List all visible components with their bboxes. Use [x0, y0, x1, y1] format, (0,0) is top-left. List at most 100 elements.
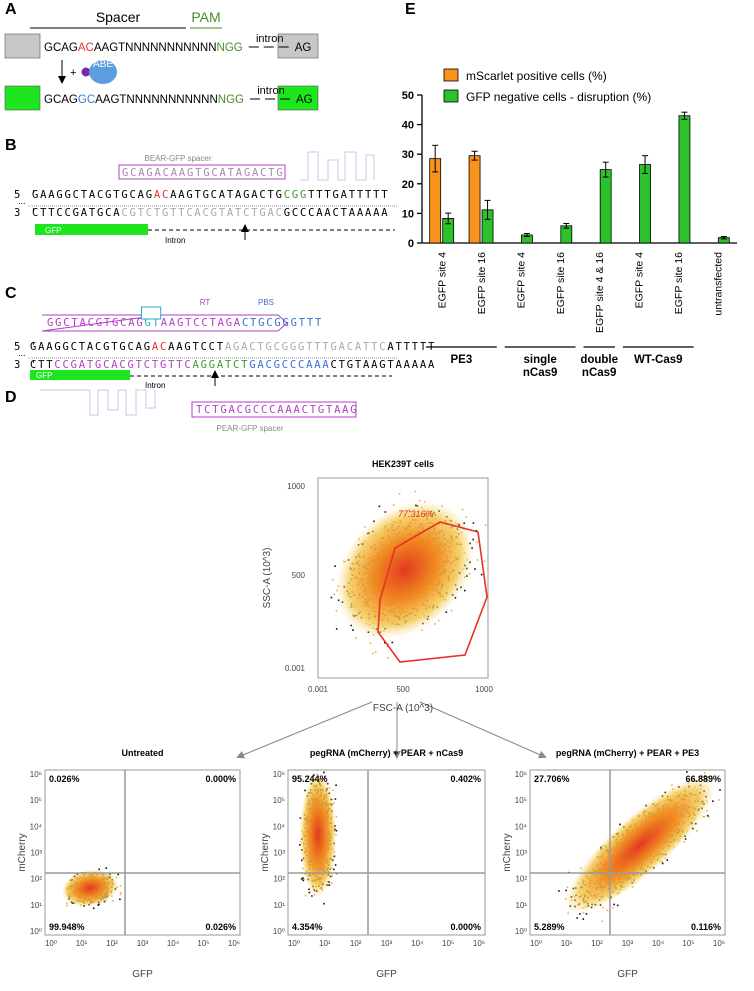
label: 5.289% [534, 922, 565, 932]
sequence-segment: GCCCAACTAAAAA [284, 207, 390, 219]
arrow [236, 701, 373, 759]
sequence-segment: CGTCTGTTCACGTATCTGAC [121, 207, 283, 219]
label: 10⁰ [530, 939, 542, 948]
x-tick-label: EGFP site 16 [673, 252, 685, 314]
sequence-segment: GCAG [44, 42, 78, 54]
label: 10⁴ [652, 939, 665, 948]
y-tick-label: 10 [402, 208, 414, 220]
label: 1000 [475, 685, 493, 694]
legend-label: GFP negative cells - disruption (%) [466, 90, 651, 104]
sequence: TCTGACGCCCAAACTGTAAG [196, 404, 358, 416]
sequence-segment: NGG [217, 42, 243, 54]
label: 10⁴ [273, 822, 286, 831]
label: 1000 [287, 482, 305, 491]
sequence-segment: AAGTNNNNNNNNNNN [95, 94, 218, 106]
x-tick-label: EGFP site 16 [476, 252, 488, 314]
label: 500 [292, 571, 306, 580]
sequence: CTTCCGATGCACGTCTGTTCACGTATCTGACGCCCAACTA… [32, 207, 389, 219]
label: 10⁰ [515, 927, 527, 936]
sequence-segment: GAAGGCTACGTGCAG [32, 189, 154, 201]
label: 10³ [622, 939, 634, 948]
label: 0.116% [691, 922, 721, 932]
label: AG [295, 42, 312, 54]
density-cloud [299, 770, 338, 905]
density-core [299, 772, 337, 898]
label: RT [200, 298, 211, 307]
label: 5 ' [14, 341, 38, 353]
label: 10² [350, 939, 362, 948]
label: 10³ [381, 939, 393, 948]
decoration [300, 151, 375, 181]
label: 10¹ [515, 901, 527, 910]
y-tick-label: 40 [402, 120, 414, 132]
label: 3 ' [14, 359, 38, 371]
label: Intron [165, 236, 185, 245]
enzyme-dot [81, 67, 91, 77]
label: 77.316% [398, 509, 434, 519]
sequence: CTTCCGATGCACGTCTGTTCAGGATCTGACGCCCAAACTG… [30, 359, 436, 371]
sequence-segment: GCAG [44, 94, 78, 106]
density-core [336, 501, 474, 639]
label: 10⁵ [30, 796, 42, 805]
label: 10³ [137, 939, 149, 948]
y-tick-label: 30 [402, 149, 414, 161]
label: pegRNA (mCherry) + PEAR + PE3 [556, 748, 699, 758]
label: 10⁵ [442, 939, 454, 948]
label: GFP [617, 969, 638, 980]
gfp-box [30, 370, 130, 380]
label: 0.026% [205, 922, 236, 932]
label: 10² [591, 939, 603, 948]
label: intron [256, 33, 284, 45]
label: D [5, 389, 17, 406]
label: SSC-A (10^3) [262, 548, 273, 609]
sequence: GGCTACGTGCAGGTAAGTCCTAGACTGCGGGTTT [47, 317, 323, 329]
group-label: nCas9 [523, 367, 558, 379]
enzyme [89, 60, 117, 84]
sequence-segment: AAGTGCATAGACTG [170, 189, 284, 201]
label: 10⁶ [228, 939, 240, 948]
bar [678, 115, 691, 244]
label: 10¹ [76, 939, 88, 948]
label: 10² [30, 875, 42, 884]
label: 10⁶ [515, 770, 527, 779]
plot-frame [44, 769, 241, 936]
label: 5 ' [14, 189, 38, 201]
label: 0.001 [308, 685, 329, 694]
legend-swatch [443, 68, 459, 82]
peg-box [41, 314, 288, 332]
sequence-segment: GGCTACGTGCAG [47, 317, 144, 329]
sequence-segment: GACGCCCAAA [249, 359, 330, 371]
label: 10⁶ [473, 939, 485, 948]
density-cloud [61, 867, 122, 910]
x-tick-label: EGFP site 4 [437, 252, 449, 309]
sequence-segment: AGGATCT [192, 359, 249, 371]
label: 10⁵ [273, 796, 285, 805]
sequence: GCAGGCAAGTNNNNNNNNNNNNGG [44, 94, 244, 106]
group-label: PE3 [451, 354, 473, 366]
label: 4.354% [292, 922, 323, 932]
x-tick-label: EGFP site 4 & 16 [594, 252, 606, 333]
label: 10⁵ [515, 796, 527, 805]
label: 0.000% [450, 922, 481, 932]
sequence-segment: CTTCCGATGCA [32, 207, 121, 219]
label: 27.706% [534, 774, 570, 784]
label: 10⁴ [167, 939, 180, 948]
label: 10¹ [273, 901, 285, 910]
arrow [419, 701, 547, 759]
label: ABE [93, 59, 113, 70]
label: GFP [45, 226, 61, 235]
label: 99.948% [49, 922, 85, 932]
exon-box [4, 33, 41, 59]
label: C [5, 285, 17, 302]
label: pegRNA (mCherry) + PEAR + nCas9 [310, 748, 463, 758]
label: ... [18, 348, 26, 358]
gfp-box [35, 224, 148, 235]
sequence-segment: CTGCGGGTTT [242, 317, 323, 329]
density-core [565, 776, 715, 914]
label: 10² [515, 875, 527, 884]
y-tick-label: 0 [408, 238, 414, 250]
label: 10³ [515, 849, 527, 858]
x-tick-label: untransfected [712, 252, 724, 316]
label: GFP [36, 371, 52, 380]
group-label: double [580, 354, 618, 366]
